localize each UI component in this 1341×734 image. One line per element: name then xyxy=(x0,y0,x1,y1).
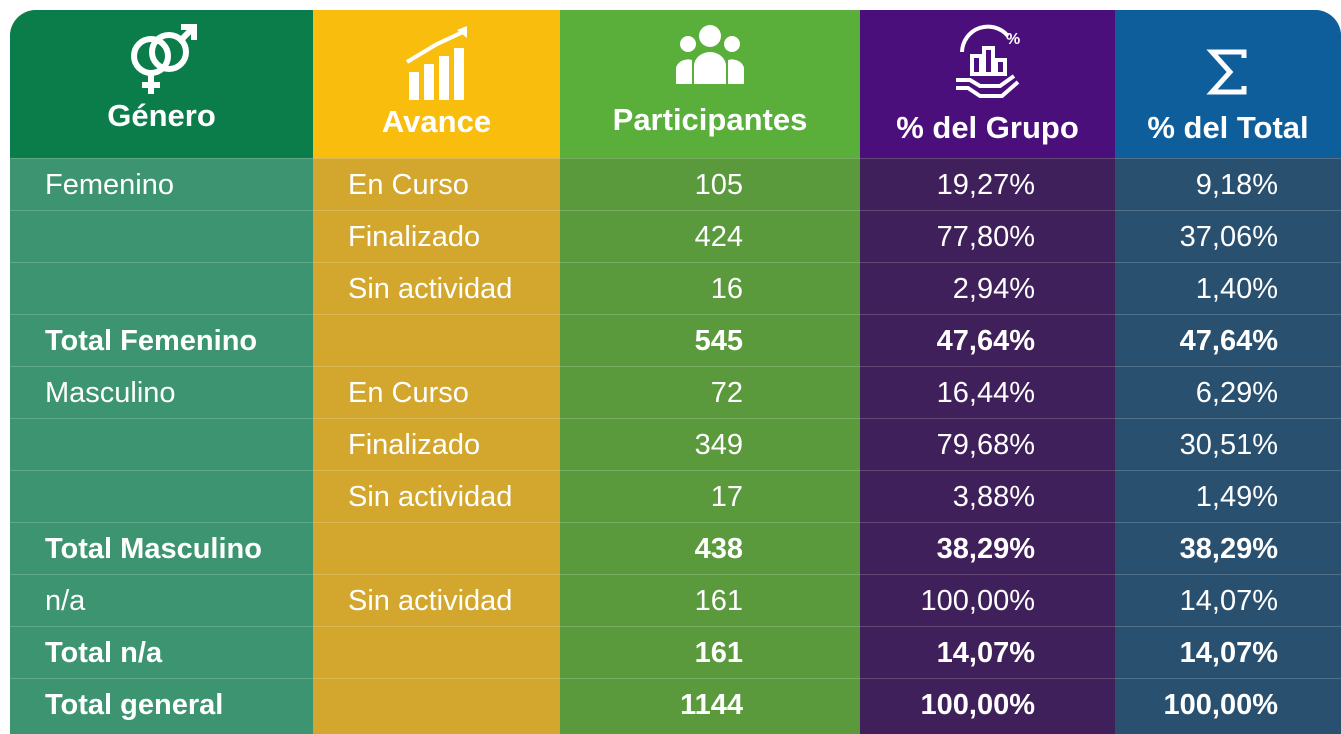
cell-avance: En Curso xyxy=(348,169,469,201)
cell-total: 14,07% xyxy=(1179,637,1278,669)
cell-participantes: 349 xyxy=(694,429,743,461)
table-row: Total Masculino 438 38,29% 38,29% xyxy=(10,522,1341,575)
header-cell: Avance xyxy=(313,10,560,158)
group-icon: % xyxy=(955,24,1020,98)
cell-participantes: 72 xyxy=(710,377,743,409)
header-label: % del Grupo xyxy=(896,110,1079,145)
cell-avance: Finalizado xyxy=(348,429,481,461)
table-row: Sin actividad 17 3,88% 1,49% xyxy=(10,470,1341,523)
chart-icon xyxy=(405,26,467,100)
cell-total: 1,40% xyxy=(1195,273,1278,305)
cell-grupo: 14,07% xyxy=(936,637,1035,669)
cell-grupo: 77,80% xyxy=(936,221,1035,253)
cell-genero: Total Femenino xyxy=(45,325,258,357)
cell-participantes: 161 xyxy=(694,637,743,669)
cell-genero: Total general xyxy=(45,689,224,721)
cell-total: 37,06% xyxy=(1179,221,1278,253)
cell-grupo: 19,27% xyxy=(936,169,1035,201)
cell-grupo: 38,29% xyxy=(936,533,1035,565)
cell-avance: Sin actividad xyxy=(348,481,513,513)
cell-grupo: 3,88% xyxy=(952,481,1035,513)
cell-genero: Total n/a xyxy=(45,637,163,669)
cell-total: 30,51% xyxy=(1179,429,1278,461)
cell-avance: Sin actividad xyxy=(348,585,513,617)
header-cell: Participantes xyxy=(560,10,860,158)
table-row: Masculino En Curso 72 16,44% 6,29% xyxy=(10,366,1341,419)
cell-total: 9,18% xyxy=(1195,169,1278,201)
cell-genero: Masculino xyxy=(45,377,176,409)
cell-total: 100,00% xyxy=(1163,689,1279,721)
table-row: Total n/a 161 14,07% 14,07% xyxy=(10,626,1341,679)
table-row: Femenino En Curso 105 19,27% 9,18% xyxy=(10,158,1341,211)
cell-participantes: 545 xyxy=(694,325,743,357)
cell-total: 47,64% xyxy=(1179,325,1278,357)
cell-genero: n/a xyxy=(45,585,86,617)
svg-text:%: % xyxy=(1006,31,1020,48)
table-row: Finalizado 349 79,68% 30,51% xyxy=(10,418,1341,471)
table-row: n/a Sin actividad 161 100,00% 14,07% xyxy=(10,574,1341,627)
cell-participantes: 438 xyxy=(694,533,743,565)
cell-avance: Finalizado xyxy=(348,221,481,253)
cell-genero: Total Masculino xyxy=(45,533,262,565)
table-row: Sin actividad 16 2,94% 1,40% xyxy=(10,262,1341,315)
header-label: Participantes xyxy=(612,102,808,137)
header-cell: % del Total xyxy=(1115,10,1341,158)
gender-icon xyxy=(130,24,197,94)
cell-participantes: 161 xyxy=(694,585,743,617)
table-row: Total general 1144 100,00% 100,00% xyxy=(10,678,1341,731)
cell-total: 38,29% xyxy=(1179,533,1278,565)
cell-avance: En Curso xyxy=(348,377,469,409)
header-label: Género xyxy=(107,98,216,133)
cell-grupo: 47,64% xyxy=(936,325,1035,357)
cell-grupo: 100,00% xyxy=(920,689,1036,721)
header-cell: % % del Grupo xyxy=(860,10,1115,158)
cell-grupo: 100,00% xyxy=(920,585,1036,617)
table-row: Finalizado 424 77,80% 37,06% xyxy=(10,210,1341,263)
cell-participantes: 17 xyxy=(710,481,743,513)
cell-grupo: 16,44% xyxy=(936,377,1035,409)
header-label: Avance xyxy=(381,104,492,139)
cell-genero: Femenino xyxy=(45,169,174,201)
cell-participantes: 1144 xyxy=(680,689,743,721)
cell-grupo: 79,68% xyxy=(936,429,1035,461)
cell-participantes: 424 xyxy=(694,221,743,253)
cell-grupo: 2,94% xyxy=(952,273,1035,305)
header-cell: Género xyxy=(10,10,313,158)
cell-total: 1,49% xyxy=(1195,481,1278,513)
people-icon xyxy=(676,25,744,84)
cell-avance: Sin actividad xyxy=(348,273,513,305)
cell-total: 14,07% xyxy=(1179,585,1278,617)
sum-icon xyxy=(1206,49,1247,95)
cell-participantes: 16 xyxy=(710,273,743,305)
cell-participantes: 105 xyxy=(694,169,743,201)
cell-total: 6,29% xyxy=(1195,377,1278,409)
header-label: % del Total xyxy=(1147,110,1309,145)
table-row: Total Femenino 545 47,64% 47,64% xyxy=(10,314,1341,367)
